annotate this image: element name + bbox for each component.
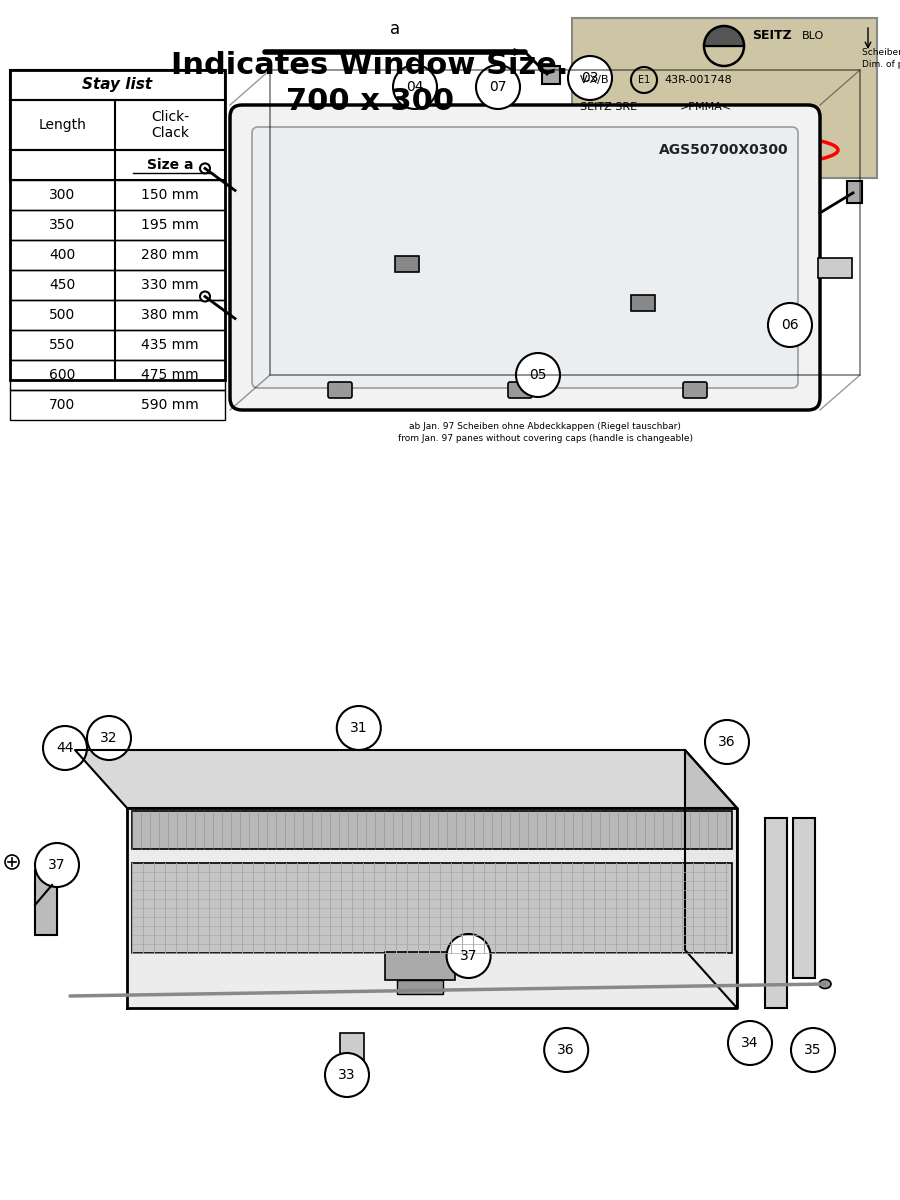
Text: 435 mm: 435 mm bbox=[141, 338, 199, 352]
Text: ab Jan. 97 Scheiben ohne Abdeckkappen (Riegel tauschbar)
from Jan. 97 panes with: ab Jan. 97 Scheiben ohne Abdeckkappen (R… bbox=[398, 422, 692, 443]
Text: 330 mm: 330 mm bbox=[141, 278, 199, 292]
Text: Stay list: Stay list bbox=[83, 78, 153, 92]
Text: Size a: Size a bbox=[147, 158, 194, 172]
Bar bbox=[793, 818, 815, 978]
Text: 350: 350 bbox=[50, 218, 76, 232]
Circle shape bbox=[200, 292, 210, 301]
Text: 700: 700 bbox=[50, 398, 76, 412]
Bar bbox=[10, 180, 225, 210]
Text: 36: 36 bbox=[718, 734, 736, 749]
Text: 475 mm: 475 mm bbox=[141, 368, 199, 382]
Text: 36: 36 bbox=[557, 1043, 575, 1057]
Circle shape bbox=[446, 934, 490, 978]
Bar bbox=[10, 150, 225, 180]
Text: 43R-001748: 43R-001748 bbox=[664, 74, 732, 85]
Text: Scheibengröße (ab 6/98)
Dim. of pane (from 6/98): Scheibengröße (ab 6/98) Dim. of pane (fr… bbox=[862, 48, 900, 68]
Circle shape bbox=[728, 1021, 772, 1066]
Circle shape bbox=[325, 1054, 369, 1097]
FancyBboxPatch shape bbox=[230, 104, 820, 410]
FancyBboxPatch shape bbox=[328, 382, 352, 398]
Bar bbox=[10, 240, 225, 270]
Text: 37: 37 bbox=[49, 858, 66, 872]
Bar bbox=[542, 66, 560, 84]
Text: 34: 34 bbox=[742, 1036, 759, 1050]
Polygon shape bbox=[127, 808, 737, 1008]
Text: >PMMA<: >PMMA< bbox=[680, 102, 732, 112]
Circle shape bbox=[476, 65, 520, 109]
Text: 590 mm: 590 mm bbox=[141, 398, 199, 412]
Text: 400: 400 bbox=[50, 248, 76, 262]
FancyBboxPatch shape bbox=[683, 382, 707, 398]
Circle shape bbox=[791, 1028, 835, 1072]
Bar bbox=[10, 100, 225, 150]
Bar bbox=[10, 70, 225, 100]
Circle shape bbox=[337, 706, 381, 750]
Bar bbox=[818, 258, 852, 278]
Text: 03: 03 bbox=[581, 71, 598, 85]
Text: 450: 450 bbox=[50, 278, 76, 292]
Text: 31: 31 bbox=[350, 721, 367, 734]
Text: 04: 04 bbox=[406, 80, 424, 94]
Text: 07: 07 bbox=[490, 80, 507, 94]
Bar bbox=[847, 181, 862, 203]
Circle shape bbox=[544, 1028, 589, 1072]
Text: 37: 37 bbox=[460, 949, 477, 962]
Bar bbox=[631, 295, 655, 311]
FancyBboxPatch shape bbox=[252, 127, 798, 388]
Bar bbox=[395, 256, 419, 271]
Text: 500: 500 bbox=[50, 308, 76, 322]
Text: 150 mm: 150 mm bbox=[141, 188, 199, 202]
Circle shape bbox=[87, 716, 131, 760]
Text: 700 x 300: 700 x 300 bbox=[286, 88, 454, 116]
Text: Indicates Window Size.: Indicates Window Size. bbox=[171, 50, 569, 79]
Text: 380 mm: 380 mm bbox=[141, 308, 199, 322]
Text: 600: 600 bbox=[50, 368, 76, 382]
Text: BLO: BLO bbox=[802, 31, 824, 41]
Text: 300: 300 bbox=[50, 188, 76, 202]
Text: Click-
Clack: Click- Clack bbox=[151, 110, 189, 140]
Bar bbox=[35, 870, 57, 935]
Text: SEITZ SRE: SEITZ SRE bbox=[580, 102, 637, 112]
Bar bbox=[10, 360, 225, 390]
Bar bbox=[10, 270, 225, 300]
Bar bbox=[10, 330, 225, 360]
Text: Length: Length bbox=[39, 118, 86, 132]
Ellipse shape bbox=[819, 979, 831, 989]
Text: 33: 33 bbox=[338, 1068, 356, 1082]
Circle shape bbox=[200, 163, 210, 174]
Text: 44: 44 bbox=[56, 740, 74, 755]
Polygon shape bbox=[75, 750, 737, 808]
Bar bbox=[132, 811, 732, 850]
Circle shape bbox=[43, 726, 87, 770]
Bar bbox=[10, 300, 225, 330]
Bar bbox=[572, 18, 877, 178]
Text: 06: 06 bbox=[781, 318, 799, 332]
Text: 195 mm: 195 mm bbox=[141, 218, 199, 232]
Text: 32: 32 bbox=[100, 731, 118, 745]
Text: 05: 05 bbox=[529, 368, 547, 382]
Text: V-X/B: V-X/B bbox=[580, 74, 609, 85]
Circle shape bbox=[393, 65, 437, 109]
Bar bbox=[132, 863, 732, 953]
Circle shape bbox=[35, 842, 79, 887]
Bar bbox=[385, 952, 454, 980]
Circle shape bbox=[568, 56, 612, 100]
Text: 550: 550 bbox=[50, 338, 76, 352]
Text: AGS50700X0300: AGS50700X0300 bbox=[659, 143, 788, 157]
Circle shape bbox=[5, 854, 19, 869]
Text: 280 mm: 280 mm bbox=[141, 248, 199, 262]
Text: E1: E1 bbox=[638, 74, 650, 85]
Bar bbox=[10, 390, 225, 420]
Text: a: a bbox=[390, 20, 400, 38]
Text: 35: 35 bbox=[805, 1043, 822, 1057]
Circle shape bbox=[705, 720, 749, 764]
Circle shape bbox=[768, 302, 812, 347]
Text: SEITZ: SEITZ bbox=[752, 29, 792, 42]
Bar bbox=[397, 980, 443, 994]
Circle shape bbox=[516, 353, 560, 397]
FancyBboxPatch shape bbox=[508, 382, 532, 398]
Polygon shape bbox=[685, 750, 737, 1008]
Bar bbox=[10, 70, 225, 380]
Bar bbox=[10, 210, 225, 240]
Bar bbox=[340, 1033, 364, 1061]
